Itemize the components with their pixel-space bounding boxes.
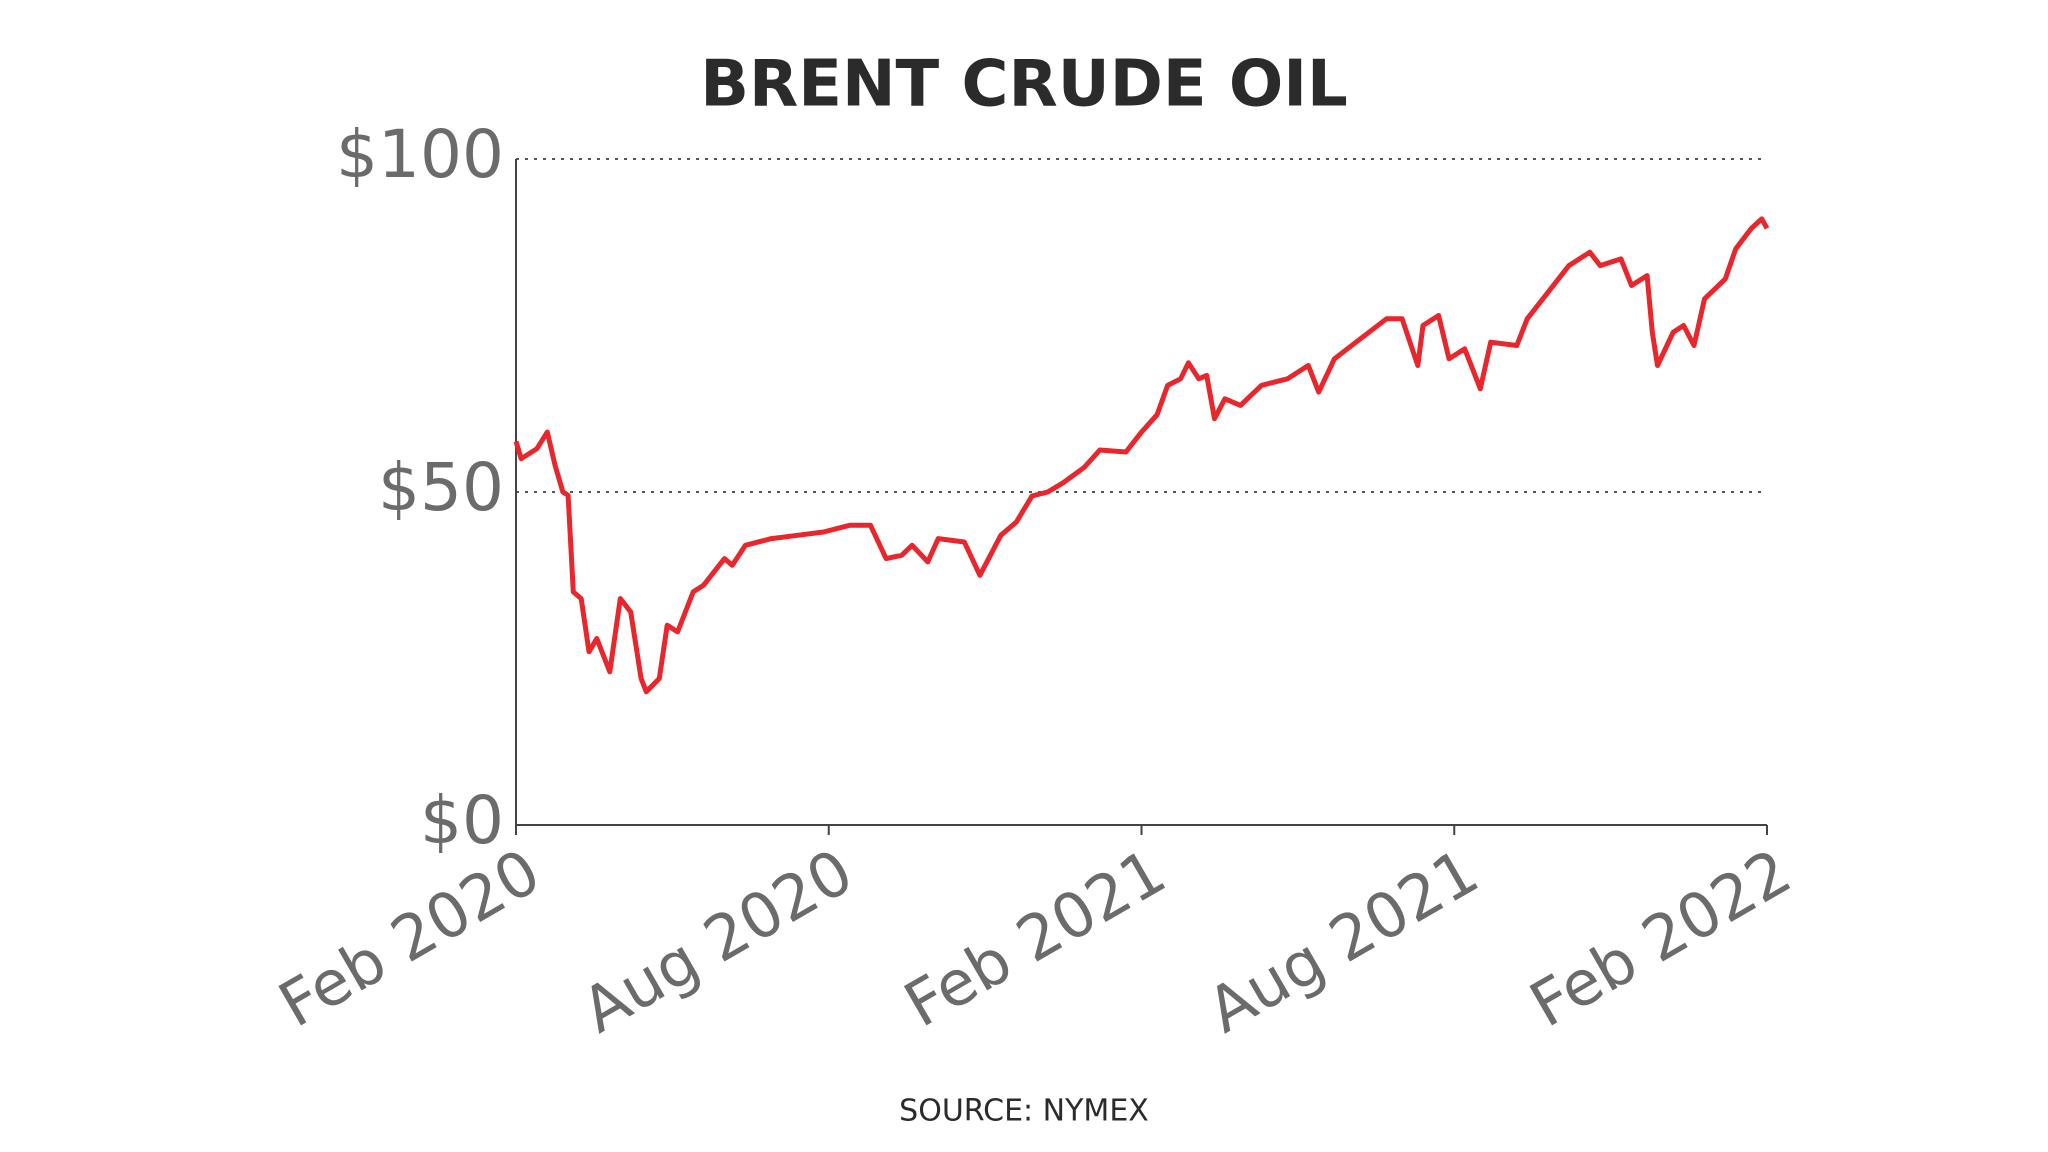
y-tick-label: $100 [336,116,504,193]
y-tick-label: $50 [378,449,504,526]
x-tick-label: Feb 2020 [267,835,552,1042]
price-line [513,216,1770,695]
y-tick-label: $0 [420,782,504,859]
source-note: SOURCE: NYMEX [899,1094,1149,1129]
x-tick-label: Aug 2020 [570,835,865,1048]
x-tick-label: Aug 2021 [1195,835,1490,1048]
chart-title: BRENT CRUDE OIL [700,48,1348,122]
x-tick-label: Feb 2021 [892,835,1177,1042]
x-tick-label: Feb 2022 [1518,835,1803,1042]
